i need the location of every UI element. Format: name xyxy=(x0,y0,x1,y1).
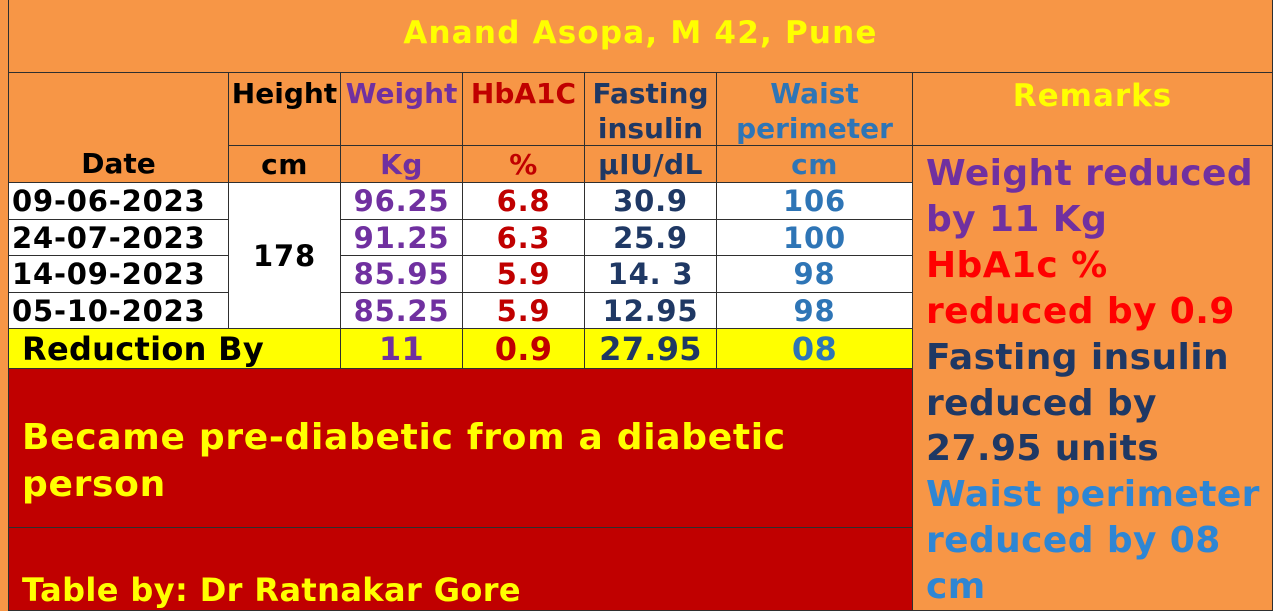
conclusion-text: Became pre-diabetic from a diabetic pers… xyxy=(8,368,913,528)
row-date: 09-06-2023 xyxy=(8,182,229,220)
row-weight: 91.25 xyxy=(340,219,463,256)
header-remarks: Remarks xyxy=(912,72,1273,146)
reduction-waist-perimeter: 08 xyxy=(716,328,913,369)
remark-fasting-insulin: Fasting insulin reduced by 27.95 units xyxy=(926,335,1272,473)
remark-waist-perimeter: Waist perimeter reduced by 08 cm xyxy=(926,472,1272,610)
reduction-weight: 11 xyxy=(340,328,463,369)
remark-hba1c: HbA1c % reduced by 0.9 xyxy=(926,243,1272,335)
header-weight: Weight xyxy=(340,72,463,146)
unit-weight: Kg xyxy=(340,145,463,183)
header-date: Date xyxy=(8,72,229,183)
reduction-label: Reduction By xyxy=(8,328,341,369)
remark-line: Waist perimeter xyxy=(926,474,1260,516)
remark-line: 27.95 units xyxy=(926,428,1160,470)
row-hba1c: 6.3 xyxy=(462,219,585,256)
row-hba1c: 5.9 xyxy=(462,292,585,329)
remark-line: Weight reduced xyxy=(926,153,1254,194)
header-fasting-insulin: Fasting insulin xyxy=(584,72,717,146)
row-waist-perimeter: 98 xyxy=(716,292,913,329)
remark-line: reduced by 0.9 xyxy=(926,290,1235,332)
row-fasting-insulin: 25.9 xyxy=(584,219,717,256)
height-value: 178 xyxy=(228,182,341,329)
unit-waist-perimeter: cm xyxy=(716,145,913,183)
row-weight: 85.25 xyxy=(340,292,463,329)
remark-line: reduced by xyxy=(926,382,1157,424)
row-fasting-insulin: 30.9 xyxy=(584,182,717,220)
unit-height: cm xyxy=(228,145,341,183)
remark-line: HbA1c % xyxy=(926,244,1108,286)
row-weight: 96.25 xyxy=(340,182,463,220)
unit-fasting-insulin: µIU/dL xyxy=(584,145,717,183)
row-hba1c: 6.8 xyxy=(462,182,585,220)
remark-line: cm xyxy=(926,566,986,608)
page-title: Anand Asopa, M 42, Pune xyxy=(8,0,1273,73)
row-date: 05-10-2023 xyxy=(8,292,229,329)
row-fasting-insulin: 14. 3 xyxy=(584,255,717,293)
row-hba1c: 5.9 xyxy=(462,255,585,293)
remark-line: reduced by 08 xyxy=(926,520,1221,562)
reduction-hba1c: 0.9 xyxy=(462,328,585,369)
row-waist-perimeter: 98 xyxy=(716,255,913,293)
row-fasting-insulin: 12.95 xyxy=(584,292,717,329)
unit-hba1c: % xyxy=(462,145,585,183)
header-height: Height xyxy=(228,72,341,146)
remark-line: Fasting insulin xyxy=(926,336,1230,378)
remark-weight: Weight reduced by 11 Kg xyxy=(926,151,1272,243)
header-waist-perimeter: Waist perimeter xyxy=(716,72,913,146)
row-date: 24-07-2023 xyxy=(8,219,229,256)
row-date: 14-09-2023 xyxy=(8,255,229,293)
header-hba1c: HbA1C xyxy=(462,72,585,146)
remark-line: by 11 Kg xyxy=(926,198,1108,240)
row-weight: 85.95 xyxy=(340,255,463,293)
row-waist-perimeter: 106 xyxy=(716,182,913,220)
reduction-fasting-insulin: 27.95 xyxy=(584,328,717,369)
row-waist-perimeter: 100 xyxy=(716,219,913,256)
remarks-panel: Weight reduced by 11 Kg HbA1c % reduced … xyxy=(912,145,1273,611)
credit-text: Table by: Dr Ratnakar Gore xyxy=(8,527,913,611)
